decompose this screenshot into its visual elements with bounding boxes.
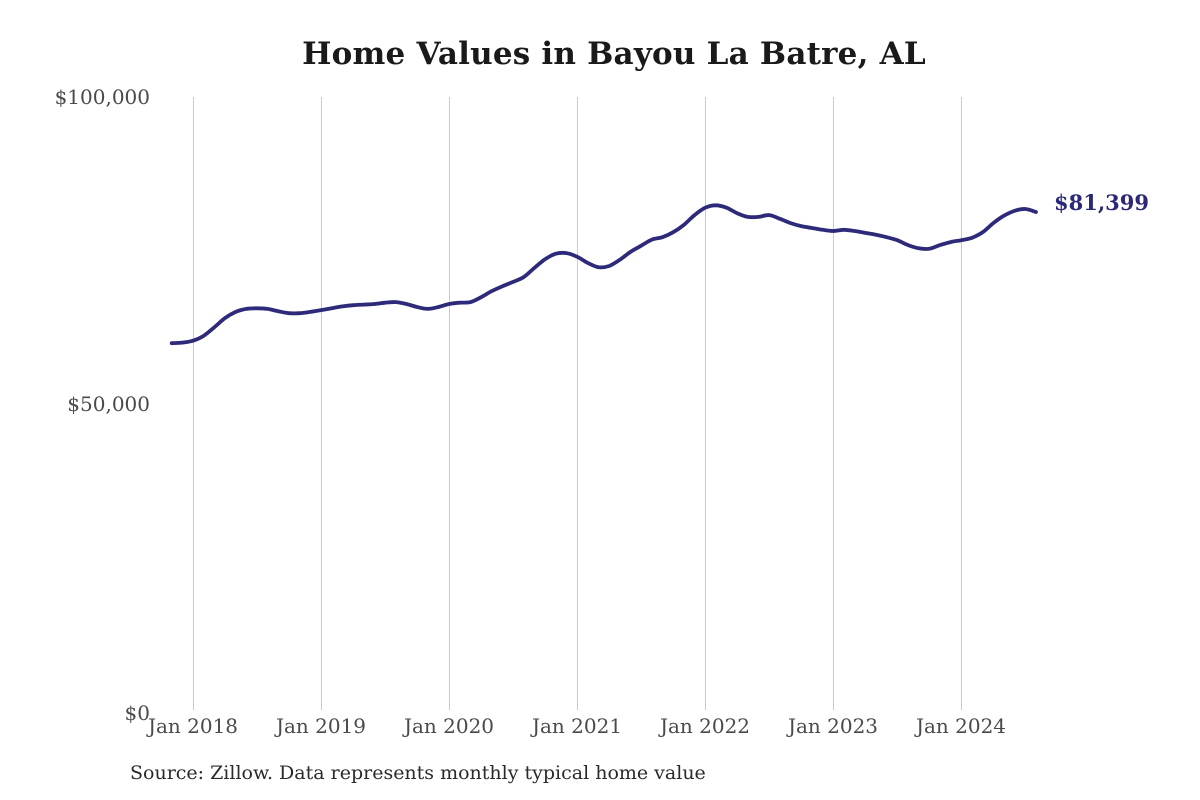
chart-title: Home Values in Bayou La Batre, AL — [302, 36, 926, 72]
gridline-jan-2020 — [449, 97, 450, 710]
x-axis-tick-jan-2022: Jan 2022 — [659, 714, 751, 738]
gridline-jan-2022 — [705, 97, 706, 710]
x-axis-tick-jan-2020: Jan 2020 — [403, 714, 495, 738]
gridline-jan-2018 — [193, 97, 194, 710]
x-axis-tick-jan-2021: Jan 2021 — [531, 714, 623, 738]
x-axis-tick-jan-2023: Jan 2023 — [787, 714, 879, 738]
y-axis-tick-100000: $100,000 — [54, 85, 150, 109]
current-value-label: $81,399 — [1054, 190, 1149, 215]
y-axis-tick-0: $0 — [124, 701, 150, 725]
source-note: Source: Zillow. Data represents monthly … — [130, 762, 706, 784]
gridline-jan-2019 — [321, 97, 322, 710]
gridline-jan-2023 — [833, 97, 834, 710]
x-axis-tick-jan-2019: Jan 2019 — [275, 714, 367, 738]
gridline-jan-2021 — [577, 97, 578, 710]
x-axis-tick-jan-2024: Jan 2024 — [915, 714, 1007, 738]
y-axis-tick-50000: $50,000 — [67, 392, 150, 416]
gridline-jan-2024 — [961, 97, 962, 710]
x-axis-tick-jan-2018: Jan 2018 — [147, 714, 239, 738]
